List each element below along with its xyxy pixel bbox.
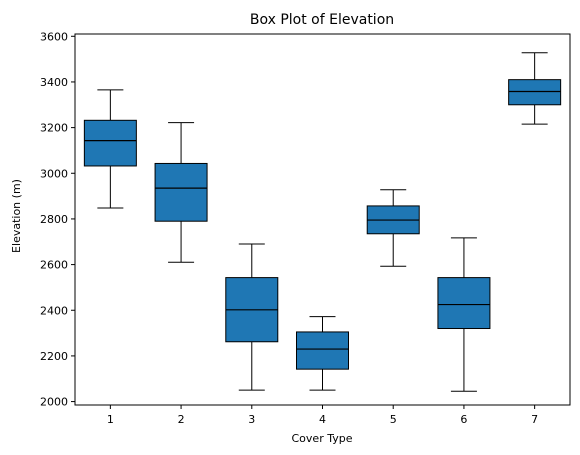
box-group-7 [509,53,561,124]
box-group-6 [438,238,490,391]
box-iqr [509,80,561,105]
x-tick-label: 5 [390,413,397,426]
box-iqr [297,332,349,369]
x-tick-label: 6 [460,413,467,426]
x-tick-label: 7 [531,413,538,426]
y-tick-label: 3200 [40,122,68,135]
y-axis-label: Elevation (m) [10,179,23,253]
box-group-2 [155,123,207,263]
x-tick-label: 2 [178,413,185,426]
y-tick-label: 2400 [40,304,68,317]
box-group-4 [297,317,349,391]
box-iqr [438,278,490,329]
box-group-5 [367,190,419,266]
box-iqr [155,163,207,221]
y-tick-label: 3400 [40,76,68,89]
y-tick-label: 3000 [40,167,68,180]
box-group-1 [84,90,136,208]
x-axis-label: Cover Type [292,432,353,445]
y-tick-label: 2200 [40,350,68,363]
x-tick-label: 4 [319,413,326,426]
x-tick-label: 3 [248,413,255,426]
y-tick-label: 2000 [40,396,68,409]
box-iqr [84,120,136,166]
y-tick-label: 2800 [40,213,68,226]
box-group-3 [226,244,278,390]
y-tick-label: 2600 [40,259,68,272]
chart-title: Box Plot of Elevation [250,12,394,28]
x-tick-label: 1 [107,413,114,426]
y-tick-label: 3600 [40,30,68,43]
plot-area: 2000 2200 2400 2600 2800 3000 3200 3400 3600 1 2 3 4… [40,30,570,426]
